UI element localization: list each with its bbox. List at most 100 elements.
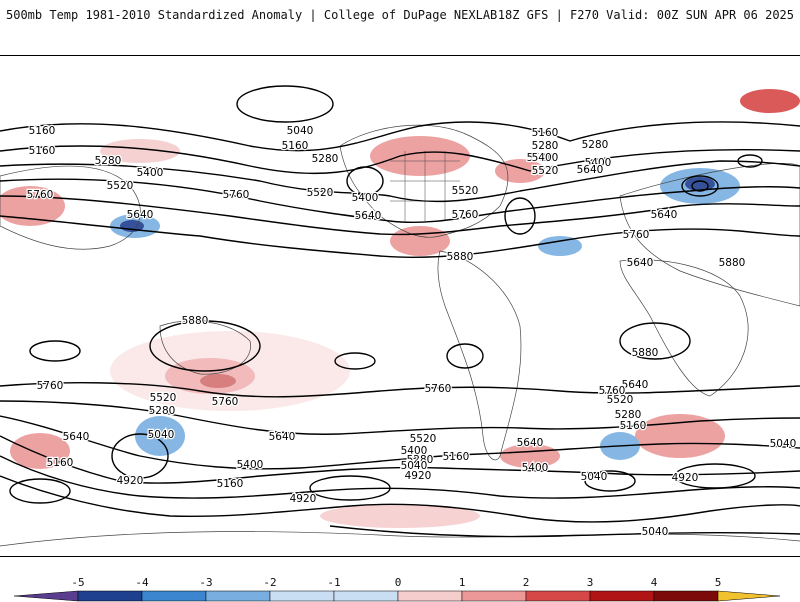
contour-label: 5640 <box>269 431 296 443</box>
antarctica-outline <box>0 531 800 547</box>
contour-closed <box>691 180 709 192</box>
contour-line <box>0 400 800 435</box>
contour-line <box>0 475 800 523</box>
anomaly-region <box>538 236 582 256</box>
anomaly-region <box>200 374 236 388</box>
colorbar-tick-label: -1 <box>327 576 341 589</box>
anomaly-region <box>135 416 185 456</box>
contour-closed <box>504 197 536 235</box>
contour-label: 5040 <box>581 471 608 483</box>
coastlines <box>0 124 800 547</box>
contour-label: 5160 <box>29 145 56 157</box>
anomaly-region <box>740 89 800 113</box>
model-run-info: 18Z GFS | F270 Valid: 00Z SUN APR 06 202… <box>497 8 794 22</box>
colorbar-tick-label: -3 <box>199 576 213 589</box>
contour-label: 5520 <box>150 392 177 404</box>
anomaly-region <box>370 136 470 176</box>
contour-closed <box>619 322 691 360</box>
colorbar-tick-label: 3 <box>586 576 594 589</box>
contour-label: 5400 <box>137 167 164 179</box>
contour-label: 5160 <box>217 478 244 490</box>
colorbar-tick-label: -2 <box>263 576 277 589</box>
contour-line <box>0 455 800 499</box>
colorbar-tick-label: 1 <box>458 576 466 589</box>
contour-closed <box>681 175 719 197</box>
height-contours <box>0 85 800 538</box>
contour-label: 5760 <box>599 385 626 397</box>
contour-label: 5520 <box>527 152 554 164</box>
contour-line <box>329 525 800 538</box>
colorbar-tick-label: 0 <box>394 576 402 589</box>
contour-closed <box>29 340 81 362</box>
contour-label: 5760 <box>223 189 250 201</box>
contour-line <box>0 178 800 224</box>
colorbar-tick-label: -4 <box>135 576 149 589</box>
contour-label: 5280 <box>615 409 642 421</box>
contour-label: 4920 <box>405 470 432 482</box>
contour-line <box>0 145 800 175</box>
contour-label: 5520 <box>452 185 479 197</box>
colorbar-scale <box>13 590 781 602</box>
contour-label: 5040 <box>770 438 797 450</box>
contour-label: 5640 <box>127 209 154 221</box>
contour-label: 5640 <box>517 437 544 449</box>
colorbar-tick-label: -5 <box>71 576 85 589</box>
contour-label: 5400 <box>522 462 549 474</box>
contour-label: 5040 <box>148 429 175 441</box>
contour-label: 5280 <box>312 153 339 165</box>
contour-closed <box>446 343 484 369</box>
contour-label: 4920 <box>117 475 144 487</box>
contour-line <box>0 435 800 484</box>
contour-label: 5760 <box>425 383 452 395</box>
contour-label: 4920 <box>672 472 699 484</box>
north-america-outline <box>339 124 509 238</box>
contour-line <box>0 382 800 398</box>
anomaly-region <box>110 331 350 411</box>
contour-label: 5280 <box>532 140 559 152</box>
south-america-outline <box>437 250 522 461</box>
contour-label: 5400 <box>237 459 264 471</box>
contour-label: 5160 <box>443 451 470 463</box>
contour-label: 5160 <box>282 140 309 152</box>
contour-label: 5160 <box>29 125 56 137</box>
contour-label: 5520 <box>532 165 559 177</box>
contour-label: 5880 <box>719 257 746 269</box>
contour-closed <box>334 352 376 370</box>
contour-line <box>0 215 800 258</box>
contour-label: 5040 <box>642 526 669 538</box>
anomaly-region <box>100 139 180 163</box>
contour-closed <box>111 433 169 479</box>
contour-closed <box>584 470 636 492</box>
contour-line <box>0 121 800 152</box>
contour-label: 5520 <box>410 433 437 445</box>
contour-label: 5760 <box>37 380 64 392</box>
colorbar-arrow-right <box>717 590 781 602</box>
anomaly-region <box>320 504 480 528</box>
contour-label: 5760 <box>212 396 239 408</box>
contour-label: 5760 <box>452 209 479 221</box>
contour-label: 5640 <box>651 209 678 221</box>
contour-label: 5400 <box>585 157 612 169</box>
contour-label: 5400 <box>352 192 379 204</box>
contour-closed <box>674 463 756 489</box>
contour-closed <box>737 154 763 168</box>
contour-label: 5280 <box>149 405 176 417</box>
colorbar: -5 -4 -3 -2 -1 0 1 2 3 4 5 <box>0 570 800 602</box>
contour-label: 5520 <box>607 394 634 406</box>
contour-label: 5520 <box>307 187 334 199</box>
contour-label: 5520 <box>107 180 134 192</box>
eurasia-outline <box>619 163 800 307</box>
contour-label: 5160 <box>620 420 647 432</box>
colorbar-tick-label: 5 <box>714 576 722 589</box>
contour-line <box>0 195 800 236</box>
contour-label: 4920 <box>290 493 317 505</box>
contour-closed <box>309 475 391 501</box>
header: 500mb Temp 1981-2010 Standardized Anomal… <box>0 0 800 30</box>
contour-label: 5040 <box>287 125 314 137</box>
contour-closed <box>149 320 261 372</box>
contour-label: 5640 <box>627 257 654 269</box>
contour-label: 5880 <box>447 251 474 263</box>
contour-label: 5640 <box>577 164 604 176</box>
